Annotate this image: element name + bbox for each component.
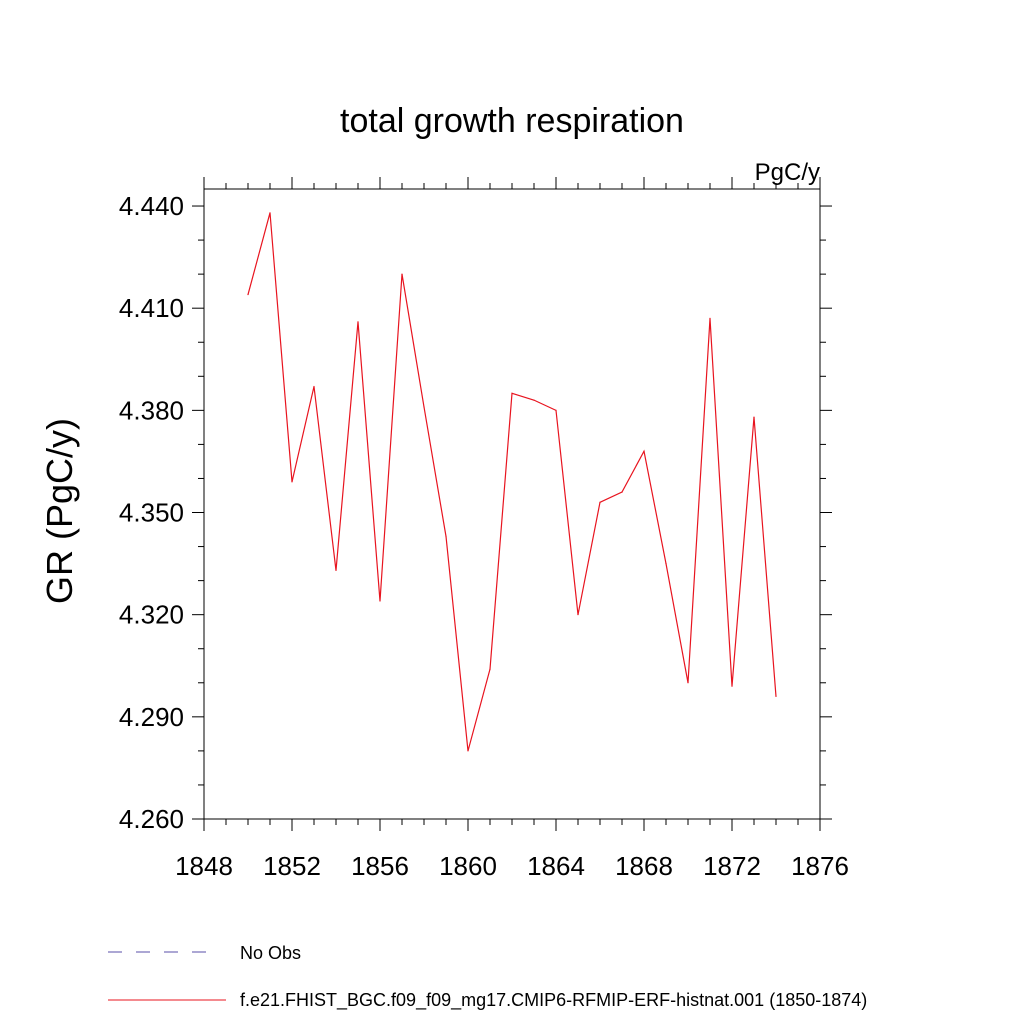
x-tick-label: 1852 [263,851,321,881]
data-point [445,535,447,537]
x-tick-label: 1860 [439,851,497,881]
data-point [665,562,667,565]
y-tick-label: 4.320 [119,600,184,630]
x-tick-label: 1868 [615,851,673,881]
data-point [467,750,469,752]
chart-title: total growth respiration [340,102,684,140]
y-tick-label: 4.350 [119,498,184,528]
series-layer [247,212,777,752]
y-tick-label: 4.260 [119,804,184,834]
data-point [291,481,293,483]
data-point [511,392,513,394]
data-point [247,293,249,296]
data-point [775,695,777,698]
data-point [555,409,557,411]
legend-label-no-obs: No Obs [240,943,301,963]
data-point [709,317,711,320]
legend: No Obs f.e21.FHIST_BGC.f09_f09_mg17.CMIP… [108,943,867,1011]
x-tick-label: 1872 [703,851,761,881]
units-label: PgC/y [755,159,820,186]
legend-label-series: f.e21.FHIST_BGC.f09_f09_mg17.CMIP6-RFMIP… [240,990,867,1011]
data-point [687,682,689,684]
data-point [489,668,491,670]
data-point [643,450,645,452]
data-point [423,406,425,408]
y-tick-label: 4.410 [119,293,184,323]
y-axis-label: GR (PgC/y) [39,418,80,604]
data-point [621,491,623,493]
y-tick-label: 4.440 [119,191,184,221]
x-tick-label: 1848 [175,851,233,881]
x-tick-label: 1876 [791,851,849,881]
y-tick-label: 4.290 [119,702,184,732]
data-point [357,321,359,323]
data-point [577,614,579,616]
data-point [401,273,403,275]
data-point [313,385,315,388]
x-tick-label: 1864 [527,851,585,881]
data-point [379,600,381,602]
data-point [335,569,337,572]
x-tick-label: 1856 [351,851,409,881]
data-point [599,501,601,503]
y-tick-label: 4.380 [119,395,184,425]
series-line-0 [247,212,777,752]
data-point [731,685,733,687]
plot-frame [203,188,821,820]
data-point [269,212,271,214]
data-point [753,416,755,418]
x-axis: 1848 1852 1856 1860 1864 1868 1872 1876 [175,177,849,881]
y-axis: 4.260 4.290 4.320 4.350 4.380 4.410 4.440 [119,191,832,834]
data-point [533,399,535,401]
